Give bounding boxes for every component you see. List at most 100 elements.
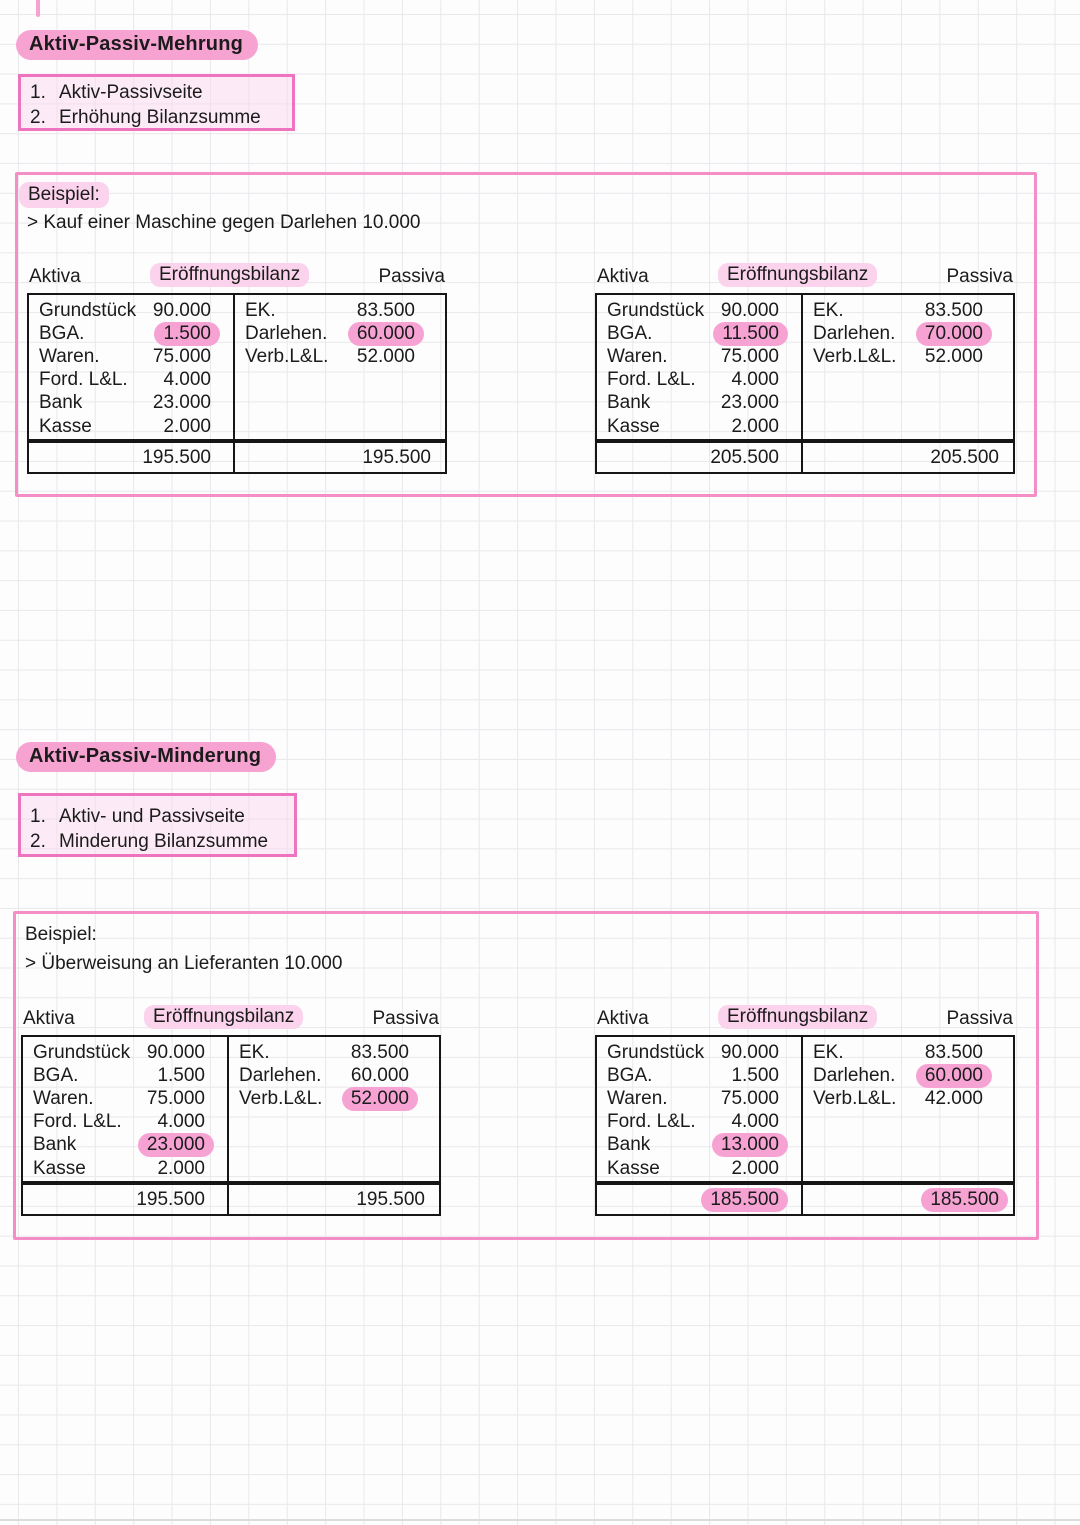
account-value: 90.000: [720, 1041, 779, 1063]
account-value: 4.000: [731, 369, 779, 391]
section-title-mehrung: Aktiv-Passiv-Mehrung: [16, 30, 259, 60]
account-label: Ford. L&L.: [607, 1111, 696, 1133]
account-row: Bank 23.000: [597, 392, 801, 415]
passiva-label: Passiva: [378, 266, 445, 287]
example-label: Beispiel:: [19, 182, 109, 208]
account-value: 2.000: [731, 1157, 779, 1179]
liabilities-column: EK. 83.500 Darlehen. 60.000 Verb.L&L. 42…: [803, 1037, 1013, 1181]
account-row: EK. 83.500: [803, 1041, 1013, 1064]
account-label: Ford. L&L.: [607, 369, 696, 391]
account-label: Grundstück: [33, 1041, 131, 1063]
assets-total: 195.500: [142, 446, 211, 468]
account-row: Darlehen. 60.000: [235, 321, 445, 346]
assets-total: 195.500: [136, 1188, 205, 1210]
account-label: Verb.L&L.: [239, 1087, 323, 1109]
rule-text: Aktiv-Passivseite: [59, 82, 203, 103]
totals-row: 195.500 195.500: [27, 441, 447, 474]
balance-header: Aktiva Eröffnungsbilanz Passiva: [27, 263, 447, 293]
balance-body: Grundstück 90.000 BGA. 11.500 Waren. 75.…: [595, 293, 1015, 441]
account-row: Verb.L&L. 42.000: [803, 1087, 1013, 1110]
example-box-mehrung: Beispiel: > Kauf einer Maschine gegen Da…: [15, 172, 1037, 497]
liabilities-total: 185.500: [921, 1187, 1008, 1212]
rule-number: 1.: [30, 82, 46, 103]
account-row: Darlehen. 60.000: [803, 1063, 1013, 1088]
account-label: Waren.: [39, 345, 100, 367]
account-label: EK.: [813, 1041, 844, 1063]
account-value: 60.000: [915, 1063, 992, 1088]
account-row: BGA. 1.500: [23, 1064, 227, 1087]
account-label: Waren.: [607, 1087, 668, 1109]
rule-text: Aktiv- und Passivseite: [59, 806, 245, 827]
account-row: Kasse 2.000: [597, 1157, 801, 1180]
account-value: 4.000: [731, 1111, 779, 1133]
account-label: BGA.: [607, 1064, 653, 1086]
account-row: Ford. L&L. 4.000: [597, 369, 801, 392]
account-row: BGA. 1.500: [597, 1064, 801, 1087]
balance-body: Grundstück 90.000 BGA. 1.500 Waren. 75.0…: [595, 1035, 1015, 1183]
account-value: 13.000: [711, 1133, 788, 1158]
aktiva-label: Aktiva: [597, 266, 649, 287]
account-value: 83.500: [924, 1041, 983, 1063]
account-row: Grundstück 90.000: [29, 299, 233, 322]
account-value: 4.000: [163, 369, 211, 391]
account-label: Kasse: [607, 415, 660, 437]
assets-column: Grundstück 90.000 BGA. 1.500 Waren. 75.0…: [29, 295, 235, 439]
account-value: 23.000: [720, 392, 779, 414]
liabilities-column: EK. 83.500 Darlehen. 70.000 Verb.L&L. 52…: [803, 295, 1013, 439]
account-row: Darlehen. 70.000: [803, 321, 1013, 346]
balance-title: Eröffnungsbilanz: [150, 263, 310, 287]
balance-sheet-before: Aktiva Eröffnungsbilanz Passiva Grundstü…: [21, 1005, 441, 1216]
account-value: 23.000: [152, 392, 211, 414]
account-row: Waren. 75.000: [597, 1087, 801, 1110]
totals-cell-assets: 195.500: [29, 443, 235, 472]
account-label: Ford. L&L.: [39, 369, 128, 391]
account-label: EK.: [239, 1041, 270, 1063]
account-label: EK.: [813, 299, 844, 321]
account-label: EK.: [245, 299, 276, 321]
account-row: BGA. 11.500: [597, 321, 801, 346]
rule-item: 2. Erhöhung Bilanzsumme: [21, 105, 292, 130]
account-label: Ford. L&L.: [33, 1111, 122, 1133]
aktiva-label: Aktiva: [29, 266, 81, 287]
account-value: 83.500: [924, 299, 983, 321]
balance-title: Eröffnungsbilanz: [718, 263, 878, 287]
account-label: Darlehen.: [239, 1064, 322, 1086]
account-label: Verb.L&L.: [813, 1087, 897, 1109]
totals-cell-assets: 185.500: [597, 1185, 803, 1214]
stray-ink-mark: [36, 0, 40, 17]
balance-header: Aktiva Eröffnungsbilanz Passiva: [595, 263, 1015, 293]
account-label: BGA.: [39, 322, 85, 344]
account-value: 52.000: [341, 1086, 418, 1111]
account-row: Bank 23.000: [23, 1133, 227, 1158]
rule-text: Minderung Bilanzsumme: [59, 831, 269, 852]
account-value: 1.500: [731, 1064, 779, 1086]
liabilities-total: 195.500: [362, 446, 431, 468]
account-value: 4.000: [157, 1111, 205, 1133]
totals-cell-liabilities: 205.500: [803, 443, 1013, 472]
account-value: 90.000: [146, 1041, 205, 1063]
rule-box-minderung: 1. Aktiv- und Passivseite 2. Minderung B…: [18, 793, 297, 857]
account-row: Verb.L&L. 52.000: [235, 345, 445, 368]
account-label: Waren.: [607, 345, 668, 367]
account-value: 83.500: [356, 299, 415, 321]
account-value: 90.000: [152, 299, 211, 321]
liabilities-column: EK. 83.500 Darlehen. 60.000 Verb.L&L. 52…: [235, 295, 445, 439]
totals-cell-assets: 205.500: [597, 443, 803, 472]
account-value: 42.000: [924, 1087, 983, 1109]
account-value: 2.000: [731, 415, 779, 437]
balance-header: Aktiva Eröffnungsbilanz Passiva: [595, 1005, 1015, 1035]
account-label: Verb.L&L.: [245, 345, 329, 367]
account-row: Waren. 75.000: [23, 1087, 227, 1110]
account-row: BGA. 1.500: [29, 321, 233, 346]
account-row: Waren. 75.000: [597, 345, 801, 368]
totals-row: 185.500 185.500: [595, 1183, 1015, 1216]
balance-title: Eröffnungsbilanz: [144, 1005, 304, 1029]
assets-column: Grundstück 90.000 BGA. 11.500 Waren. 75.…: [597, 295, 803, 439]
balance-header: Aktiva Eröffnungsbilanz Passiva: [21, 1005, 441, 1035]
account-row: Verb.L&L. 52.000: [803, 345, 1013, 368]
account-value: 60.000: [347, 321, 424, 346]
account-value: 75.000: [146, 1087, 205, 1109]
account-value: 70.000: [915, 321, 992, 346]
balance-sheet-after: Aktiva Eröffnungsbilanz Passiva Grundstü…: [595, 1005, 1015, 1216]
account-row: Waren. 75.000: [29, 345, 233, 368]
